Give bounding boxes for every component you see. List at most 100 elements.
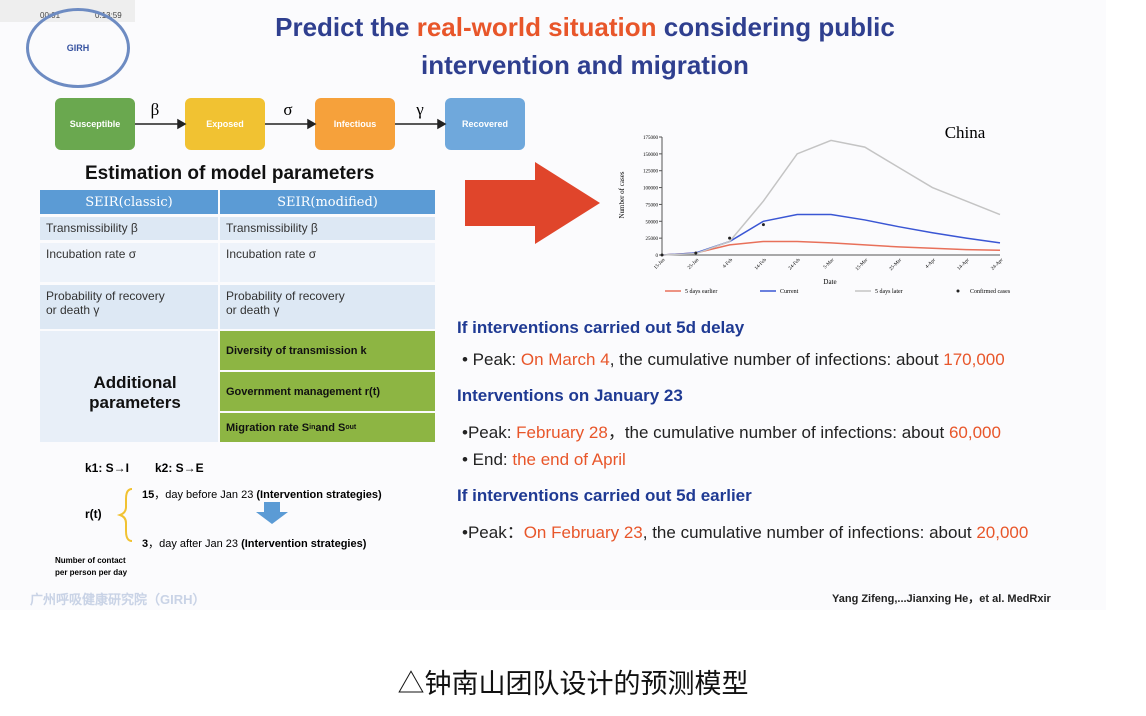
finding-line: • Peak: On March 4, the cumulative numbe… [462,350,1005,370]
x-tick-label: 25-Mar [889,258,903,272]
migration-part: and S [315,421,346,434]
table-cell: Transmissibility β [220,217,435,240]
rt-part: 15 [142,489,155,501]
bracket [116,488,133,542]
title-part: considering public [656,12,895,42]
additional-param: Government management r(t) [220,372,435,411]
flow-box: Recovered [445,98,525,150]
down-arrow [256,502,288,524]
table-cell: Probability of recovery or death γ [220,285,435,329]
table-header: SEIR(modified) [220,190,435,214]
data-point [728,236,732,240]
y-tick-label: 175000 [643,136,659,141]
chart-title: China [945,123,986,142]
x-tick-label: 24-Feb [788,258,802,272]
rt-after: 3，day after Jan 23 (Intervention strateg… [142,535,366,551]
finding-text: the end of April [512,450,626,469]
k1: k1: S→I [85,461,130,475]
additional-param: Diversity of transmission k [220,331,435,370]
y-tick-label: 150000 [643,153,659,158]
flow-box: Exposed [185,98,265,150]
additional-label: Additional parameters [89,373,181,412]
table-header: SEIR(classic) [40,190,218,214]
caption: △钟南山团队设计的预测模型 [397,669,749,699]
rt-part: ，day before Jan 23 [154,489,257,501]
finding-text: , the cumulative number of infections: a… [642,523,977,542]
x-tick-label: 25-Jan [687,258,700,271]
big-arrow [465,162,600,244]
finding-heading: If interventions carried out 5d earlier [457,486,752,505]
finding-text: • Peak: [462,350,521,369]
flow-arrows: β σ γ [116,100,600,542]
additional-bg [40,331,218,442]
x-tick-label: 4-Feb [722,258,734,270]
x-label: Date [823,278,836,286]
x-tick-label: 5-Mar [823,258,836,271]
finding-text: • End: [462,450,513,469]
flow-box: Infectious [315,98,395,150]
migration-part: Migration rate S [226,421,310,434]
finding-text: On February 23 [523,523,643,542]
finding-text: •Peak： [462,523,524,542]
finding-text: ，the cumulative number of infections: ab… [607,423,949,442]
legend-label: 5 days earlier [685,289,717,295]
flow-box: Susceptible [55,98,135,150]
rate: γ [415,100,424,119]
y-tick-label: 0 [656,254,659,259]
x-tick-label: 4-Apr [925,258,937,270]
finding-line: •Peak: February 28，the cumulative number… [462,418,1001,443]
x-tick-label: 14-Feb [754,258,768,272]
rate: β [151,100,160,119]
x-tick-label: 15-Mar [855,258,869,272]
table-title: Estimation of model parameters [85,163,375,184]
rt-label: r(t) [85,507,102,521]
data-point [660,253,664,257]
finding-text: February 28 [516,423,608,442]
rt-before: 15，day before Jan 23 (Intervention strat… [142,486,382,502]
x-tick-label: 15-Jan [653,258,666,271]
title-2: intervention and migration [421,50,749,80]
finding-text: 20,000 [976,523,1029,542]
finding-text: On March 4 [520,350,610,369]
migration-part: in [309,424,316,431]
data-point [761,223,765,227]
migration-part: out [345,424,357,431]
title-part: real-world situation [416,12,657,42]
x-tick-label: 24-Apr [991,258,1005,272]
finding-heading: Interventions on January 23 [457,386,683,405]
finding-text: 170,000 [943,350,1005,369]
rt-part: (Intervention strategies) [256,489,382,501]
series-line [661,139,1001,256]
table-cell: Incubation rate σ [40,243,218,282]
footer: 广州呼吸健康研究院（GIRH） [30,592,206,607]
y-tick-label: 50000 [646,220,659,225]
finding-text: 60,000 [948,423,1001,442]
legend-marker [956,289,960,293]
y-tick-label: 100000 [643,187,659,192]
legend-label: Confirmed cases [970,288,1011,295]
finding-text: •Peak: [462,423,517,442]
chart: China Date Number of cases 0 25000 50000 75… [618,123,1011,295]
logo: GIRH [26,8,130,88]
rt-part: ，day after Jan 23 [148,538,242,550]
finding-heading: If interventions carried out 5d delay [457,318,745,337]
data-point [694,251,698,255]
rt-part: (Intervention strategies) [241,538,367,550]
logo-text: GIRH [66,43,90,53]
table-cell: Transmissibility β [40,217,218,240]
legend-label: 5 days later [875,289,903,295]
series-line [661,240,1001,256]
title: Predict the real-world situation conside… [140,12,1030,43]
table-cell: Probability of recovery or death γ [40,285,218,329]
y-tick-label: 75000 [646,203,659,208]
title-part: Predict the [275,12,417,42]
finding-text: , the cumulative number of infections: a… [609,350,944,369]
rt-note: Number of contact per person per day [55,556,128,577]
citation: Yang Zifeng,...Jianxing He，et al. MedRxi… [832,593,1051,605]
finding-line: • End: the end of April [462,450,626,470]
finding-line: •Peak：On February 23, the cumulative num… [462,518,1028,543]
y-tick-label: 25000 [646,237,659,242]
y-label: Number of cases [618,171,626,218]
